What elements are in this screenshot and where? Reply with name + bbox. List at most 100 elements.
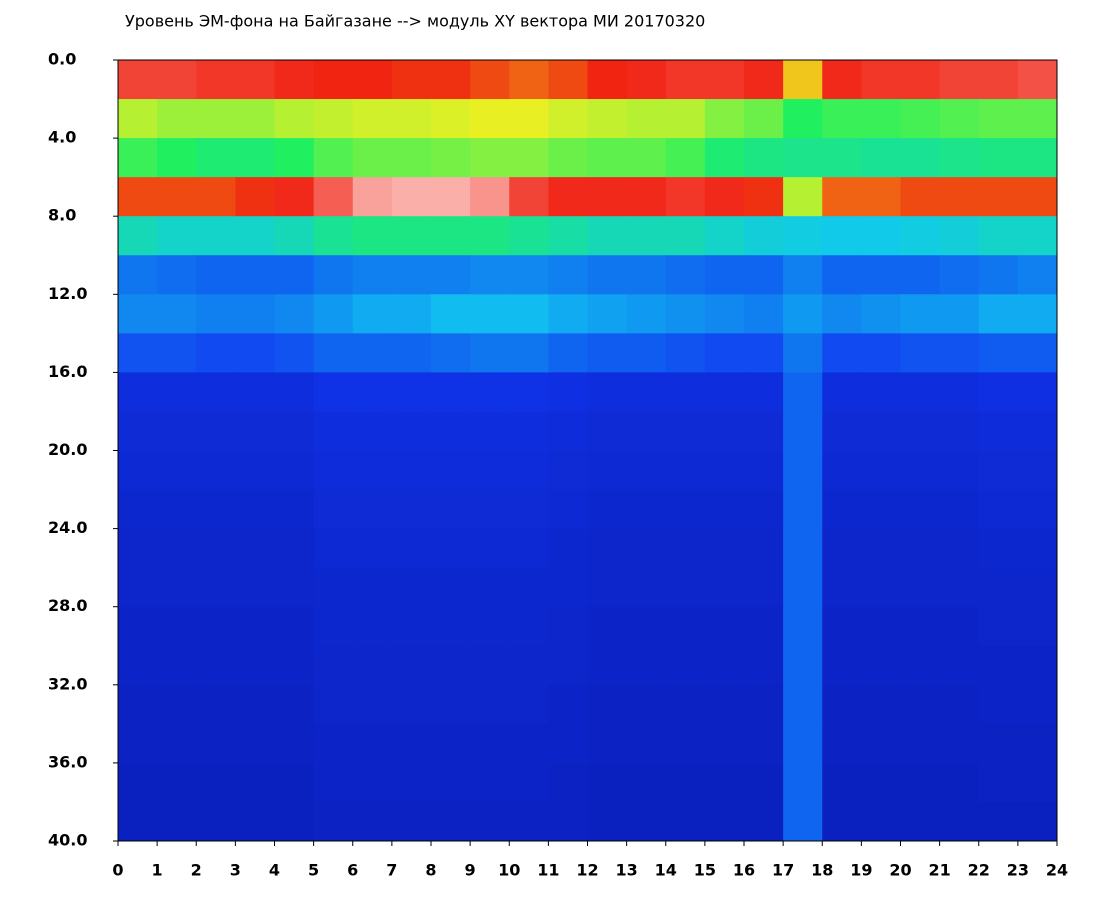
heat-cell xyxy=(822,645,862,686)
heat-cell xyxy=(861,255,901,295)
heat-cell xyxy=(118,372,158,412)
heat-cell xyxy=(431,450,471,491)
heat-cell xyxy=(274,567,315,608)
heat-cell xyxy=(391,723,432,764)
heat-cell xyxy=(274,528,315,569)
heat-cell xyxy=(704,333,745,373)
heat-cell xyxy=(783,294,823,334)
heat-cell xyxy=(431,138,471,178)
heat-cell xyxy=(470,801,510,842)
heat-cell xyxy=(665,216,706,256)
heat-cell xyxy=(313,99,354,139)
heat-cell xyxy=(1017,411,1058,451)
heat-cell xyxy=(509,606,549,647)
heat-cell xyxy=(587,99,628,139)
heat-cell xyxy=(665,762,706,803)
heat-cell xyxy=(861,645,901,686)
heat-cell xyxy=(626,333,667,373)
heat-cell xyxy=(822,801,862,842)
heat-cell xyxy=(157,411,197,451)
heat-cell xyxy=(978,216,1019,256)
heat-cell xyxy=(665,606,706,647)
heat-cell xyxy=(822,333,862,373)
heat-cell xyxy=(235,333,275,373)
heat-cell xyxy=(978,801,1019,842)
heat-cell xyxy=(274,138,315,178)
x-tick-label: 18 xyxy=(811,861,833,880)
heat-cell xyxy=(626,216,667,256)
heat-cell xyxy=(391,645,432,686)
heat-cell xyxy=(509,411,549,451)
heat-cell xyxy=(704,645,745,686)
x-tick-label: 5 xyxy=(308,861,319,880)
heat-cell xyxy=(978,333,1019,373)
heat-cell xyxy=(118,684,158,725)
heat-cell xyxy=(704,216,745,256)
heat-cell xyxy=(783,411,823,451)
heat-cell xyxy=(352,177,393,217)
x-tick-label: 9 xyxy=(465,861,476,880)
heat-cell xyxy=(235,801,275,842)
heat-cell xyxy=(470,99,510,139)
heat-cell xyxy=(744,99,784,139)
heat-cell xyxy=(431,411,471,451)
heat-cell xyxy=(626,567,667,608)
heat-cell xyxy=(274,294,315,334)
heat-cell xyxy=(196,138,236,178)
heat-cell xyxy=(861,60,901,100)
heat-cell xyxy=(900,372,941,412)
heat-cell xyxy=(744,801,784,842)
heat-cell xyxy=(587,723,628,764)
heat-cell xyxy=(587,801,628,842)
heat-cell xyxy=(157,333,197,373)
heat-cell xyxy=(744,645,784,686)
heat-cell xyxy=(1017,294,1058,334)
heat-cell xyxy=(509,255,549,295)
heat-cell xyxy=(548,333,588,373)
heat-cell xyxy=(587,411,628,451)
heat-cell xyxy=(822,528,862,569)
heat-cell xyxy=(665,801,706,842)
y-tick-label: 24.0 xyxy=(48,518,87,537)
heat-cell xyxy=(744,411,784,451)
heat-cell xyxy=(391,762,432,803)
heat-cell xyxy=(704,567,745,608)
heat-cell xyxy=(352,489,393,530)
heat-cell xyxy=(509,450,549,491)
y-tick-label: 40.0 xyxy=(48,831,87,850)
heat-cell xyxy=(900,411,941,451)
heat-cell xyxy=(431,801,471,842)
heat-cell xyxy=(118,99,158,139)
x-tick-label: 15 xyxy=(694,861,716,880)
heat-cell xyxy=(900,60,941,100)
heat-cell xyxy=(704,723,745,764)
heat-cell xyxy=(1017,684,1058,725)
heat-cell xyxy=(313,723,354,764)
heat-cell xyxy=(665,450,706,491)
heat-cell xyxy=(431,684,471,725)
heat-cell xyxy=(196,606,236,647)
heat-cell xyxy=(744,567,784,608)
heat-cell xyxy=(118,138,158,178)
heat-cell xyxy=(783,372,823,412)
heat-cell xyxy=(978,138,1019,178)
heat-cell xyxy=(313,255,354,295)
heat-cell xyxy=(939,723,980,764)
heat-cell xyxy=(626,372,667,412)
heat-cell xyxy=(470,684,510,725)
heat-cell xyxy=(704,762,745,803)
heat-cell xyxy=(1017,138,1058,178)
heat-cell xyxy=(744,216,784,256)
heat-cell xyxy=(665,333,706,373)
heat-cell xyxy=(431,528,471,569)
heat-cell xyxy=(626,528,667,569)
heat-cell xyxy=(626,723,667,764)
heat-cell xyxy=(118,216,158,256)
heat-cell xyxy=(939,138,980,178)
heat-cell xyxy=(352,333,393,373)
heat-cell xyxy=(548,645,588,686)
heat-cell xyxy=(509,99,549,139)
heat-cell xyxy=(939,294,980,334)
heat-cell xyxy=(470,567,510,608)
heat-cell xyxy=(978,489,1019,530)
